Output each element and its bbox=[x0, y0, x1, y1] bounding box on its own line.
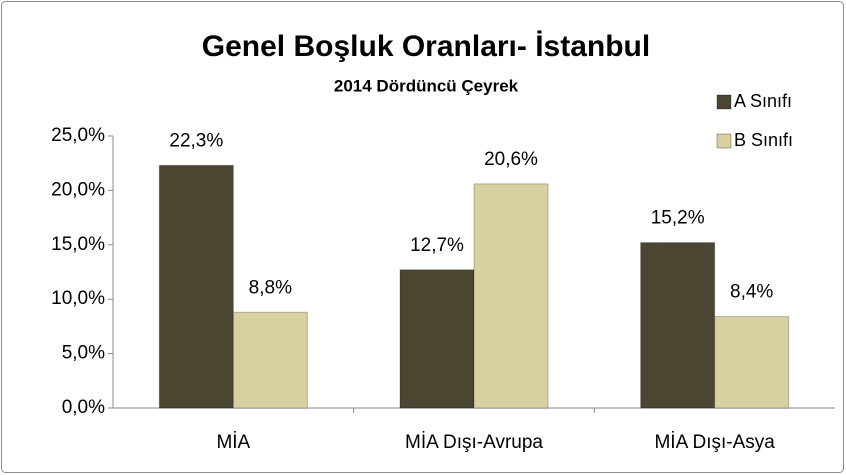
bar bbox=[158, 164, 234, 409]
legend-label: A Sınıfı bbox=[734, 91, 792, 111]
y-tick-label: 0,0% bbox=[62, 397, 105, 418]
x-tick-label: MİA Dışı-Avrupa bbox=[405, 432, 543, 453]
bar bbox=[399, 269, 475, 409]
legend-swatch bbox=[716, 94, 732, 110]
bar bbox=[473, 183, 549, 409]
y-tick-label: 15,0% bbox=[51, 234, 105, 255]
value-label: 22,3% bbox=[169, 130, 223, 151]
value-label: 12,7% bbox=[410, 235, 464, 256]
legend-swatch bbox=[716, 133, 732, 149]
value-label: 15,2% bbox=[651, 208, 705, 229]
chart-title: Genel Boşluk Oranları- İstanbul bbox=[202, 30, 650, 63]
value-label: 8,4% bbox=[730, 282, 773, 303]
y-tick-label: 25,0% bbox=[51, 125, 105, 146]
y-tick-label: 10,0% bbox=[51, 288, 105, 309]
y-tick-label: 5,0% bbox=[62, 343, 105, 364]
x-tick-label: MİA bbox=[216, 432, 250, 453]
chart-subtitle: 2014 Dördüncü Çeyrek bbox=[334, 76, 519, 95]
bar bbox=[640, 242, 716, 409]
bar bbox=[714, 316, 790, 409]
legend-label: B Sınıfı bbox=[734, 130, 793, 150]
bar bbox=[232, 311, 308, 409]
y-tick-label: 20,0% bbox=[51, 179, 105, 200]
value-label: 20,6% bbox=[484, 149, 538, 170]
value-label: 8,8% bbox=[249, 277, 292, 298]
x-tick-label: MİA Dışı-Asya bbox=[654, 432, 775, 453]
